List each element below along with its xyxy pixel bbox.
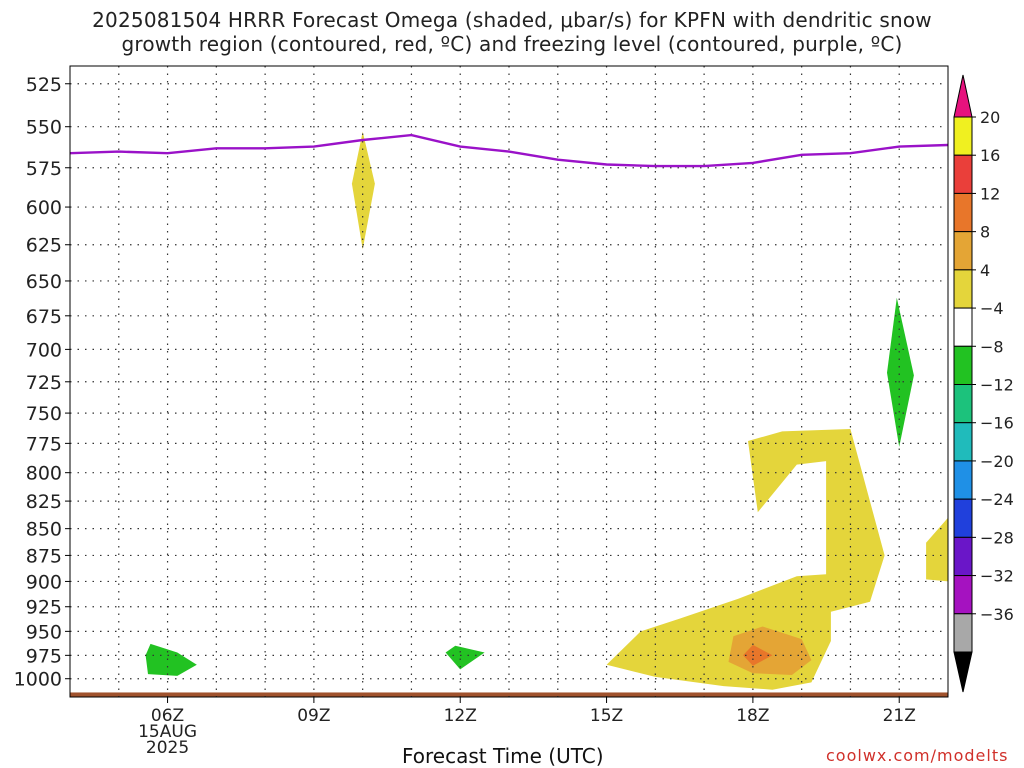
y-tick-label: 850 (26, 519, 62, 541)
x-tick-label: 21Z (883, 706, 916, 726)
y-tick-label: 650 (26, 271, 62, 293)
y-tick-label: 700 (26, 339, 62, 361)
colorbar-segment (953, 231, 973, 271)
colorbar-label: −4 (980, 299, 1004, 318)
colorbar-segment (953, 116, 973, 156)
colorbar-top-arrow (953, 74, 973, 118)
colorbar-label: −24 (980, 490, 1014, 509)
y-tick-label: 625 (26, 235, 62, 257)
x-tick-label: 06Z (151, 706, 184, 726)
colorbar-segment (953, 536, 973, 577)
gridlines (70, 66, 948, 697)
x-tick-date-label: 15AUG (138, 722, 197, 742)
omega-region-negative-4-8 (145, 643, 197, 676)
y-tick-label: 975 (26, 645, 62, 667)
x-tick-label: 09Z (297, 706, 330, 726)
terrain-surface (70, 692, 948, 697)
y-tick-label: 550 (26, 117, 62, 139)
colorbar-label: −20 (980, 452, 1014, 471)
colorbar-segment (953, 384, 973, 424)
y-tick-label: 825 (26, 491, 62, 513)
colorbar: 20 16 12 8 4 −4 −8 −12 −16 −20 −24 −28 −32 −36 (953, 74, 1014, 693)
colorbar-label: −36 (980, 605, 1014, 624)
omega-region-positive-4-8 (351, 131, 375, 250)
x-tick-label: 18Z (736, 706, 769, 726)
y-tick-label: 1000 (14, 669, 62, 691)
colorbar-label: 12 (980, 184, 1000, 203)
colorbar-label: 8 (980, 223, 990, 242)
x-axis-label: Forecast Time (UTC) (402, 744, 604, 768)
y-tick-label: 800 (26, 463, 62, 485)
y-tick-label: 875 (26, 545, 62, 567)
colorbar-label: 4 (980, 261, 990, 280)
x-tick-label: 15Z (590, 706, 623, 726)
y-tick-label: 775 (26, 433, 62, 455)
omega-shading (70, 131, 948, 697)
y-tick-label: 725 (26, 372, 62, 394)
y-tick-label: 925 (26, 597, 62, 619)
colorbar-segment (953, 613, 973, 653)
colorbar-segment (953, 269, 973, 309)
colorbar-segment (953, 345, 973, 385)
x-tick-label: 12Z (444, 706, 477, 726)
omega-region-negative-4-8 (445, 645, 485, 670)
x-tick-date-label: 2025 (146, 738, 189, 758)
omega-region-positive-8-12 (728, 626, 812, 675)
chart-title-line-2: growth region (contoured, red, ºC) and f… (121, 32, 903, 56)
colorbar-label: −16 (980, 414, 1014, 433)
colorbar-segment (953, 192, 973, 233)
y-tick-label: 950 (26, 621, 62, 643)
colorbar-segment (953, 154, 973, 194)
y-tick-label: 675 (26, 306, 62, 328)
plot-area: 525 550 575 600 625 650 675 700 725 750 775 800 825 8… (14, 65, 949, 758)
colorbar-segment (953, 498, 973, 538)
colorbar-segment (953, 460, 973, 500)
omega-region-positive-4-8 (926, 517, 948, 582)
y-tick-label: 525 (26, 74, 62, 96)
colorbar-label: −12 (980, 376, 1014, 395)
y-axis: 525 550 575 600 625 650 675 700 725 750 775 800 825 8… (14, 74, 70, 691)
omega-region-positive-12-16 (743, 644, 773, 666)
y-tick-label: 600 (26, 197, 62, 219)
colorbar-label: −8 (980, 337, 1004, 356)
y-tick-label: 750 (26, 403, 62, 425)
y-tick-label: 900 (26, 571, 62, 593)
omega-region-negative-4-8 (887, 297, 914, 447)
chart-title-line-1: 2025081504 HRRR Forecast Omega (shaded, … (92, 8, 932, 32)
omega-region-positive-4-8 (606, 429, 885, 690)
freezing-level-line (70, 133, 948, 168)
colorbar-segment (953, 575, 973, 615)
colorbar-label: −32 (980, 567, 1014, 586)
colorbar-segment (953, 307, 973, 347)
y-tick-label: 575 (26, 158, 62, 180)
colorbar-label: −28 (980, 528, 1014, 547)
colorbar-label: 20 (980, 108, 1000, 127)
footer-credit-link[interactable]: coolwx.com/modelts (826, 746, 1009, 765)
colorbar-label: 16 (980, 146, 1000, 165)
colorbar-segment (953, 422, 973, 462)
colorbar-bottom-arrow (953, 651, 973, 693)
